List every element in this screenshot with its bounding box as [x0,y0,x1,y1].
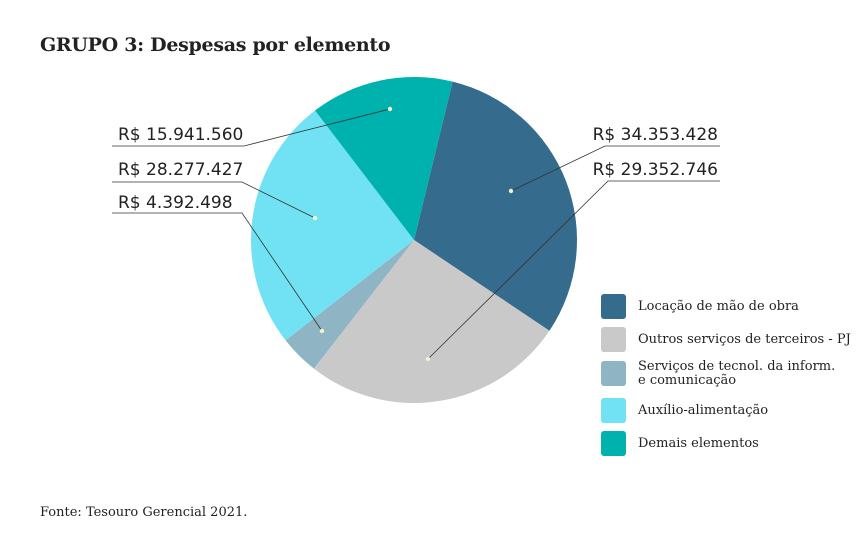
data-label: R$ 15.941.560 [118,125,243,145]
legend-label-line: e comunicação [638,373,736,388]
legend-label-line: Locação de mão de obra [638,299,799,314]
legend-swatch [601,294,626,319]
leader-line [427,180,720,360]
pie-slice [285,240,414,369]
legend-label: Outros serviços de terceiros - PJ [638,332,851,347]
legend-label: Demais elementos [638,436,759,451]
pie-slice [250,110,414,341]
leader-dot [508,188,514,194]
legend-swatch [601,327,626,352]
leader-dot [312,215,318,221]
legend-label-line: Serviços de tecnol. da inform. [638,359,835,374]
legend-swatch [601,361,626,386]
leader-dot [387,106,393,112]
legend-swatch [601,398,626,423]
data-label: R$ 4.392.498 [118,193,233,213]
pie-slice [313,240,550,404]
pie-slice [414,81,578,331]
legend-label-line: Demais elementos [638,436,759,451]
legend-swatch [601,431,626,456]
leader-line [112,181,316,219]
legend-label: Locação de mão de obra [638,299,799,314]
data-label: R$ 34.353.428 [593,125,718,145]
leader-dot [319,328,325,334]
leader-line [510,145,720,192]
data-label: R$ 28.277.427 [118,160,243,180]
leader-dot [425,356,431,362]
data-label: R$ 29.352.746 [593,160,718,180]
pie-slice [315,77,453,241]
legend-label: Auxílio-alimentação [637,403,768,418]
chart-title: GRUPO 3: Despesas por elemento [40,34,391,56]
legend-label-line: Outros serviços de terceiros - PJ [638,332,851,347]
leader-line [112,108,391,147]
legend-label: Serviços de tecnol. da inform. e comunica… [638,359,835,388]
source-note: Fonte: Tesouro Gerencial 2021. [40,505,248,520]
leader-line [112,212,323,332]
legend-label-line: Auxílio-alimentação [637,403,768,418]
